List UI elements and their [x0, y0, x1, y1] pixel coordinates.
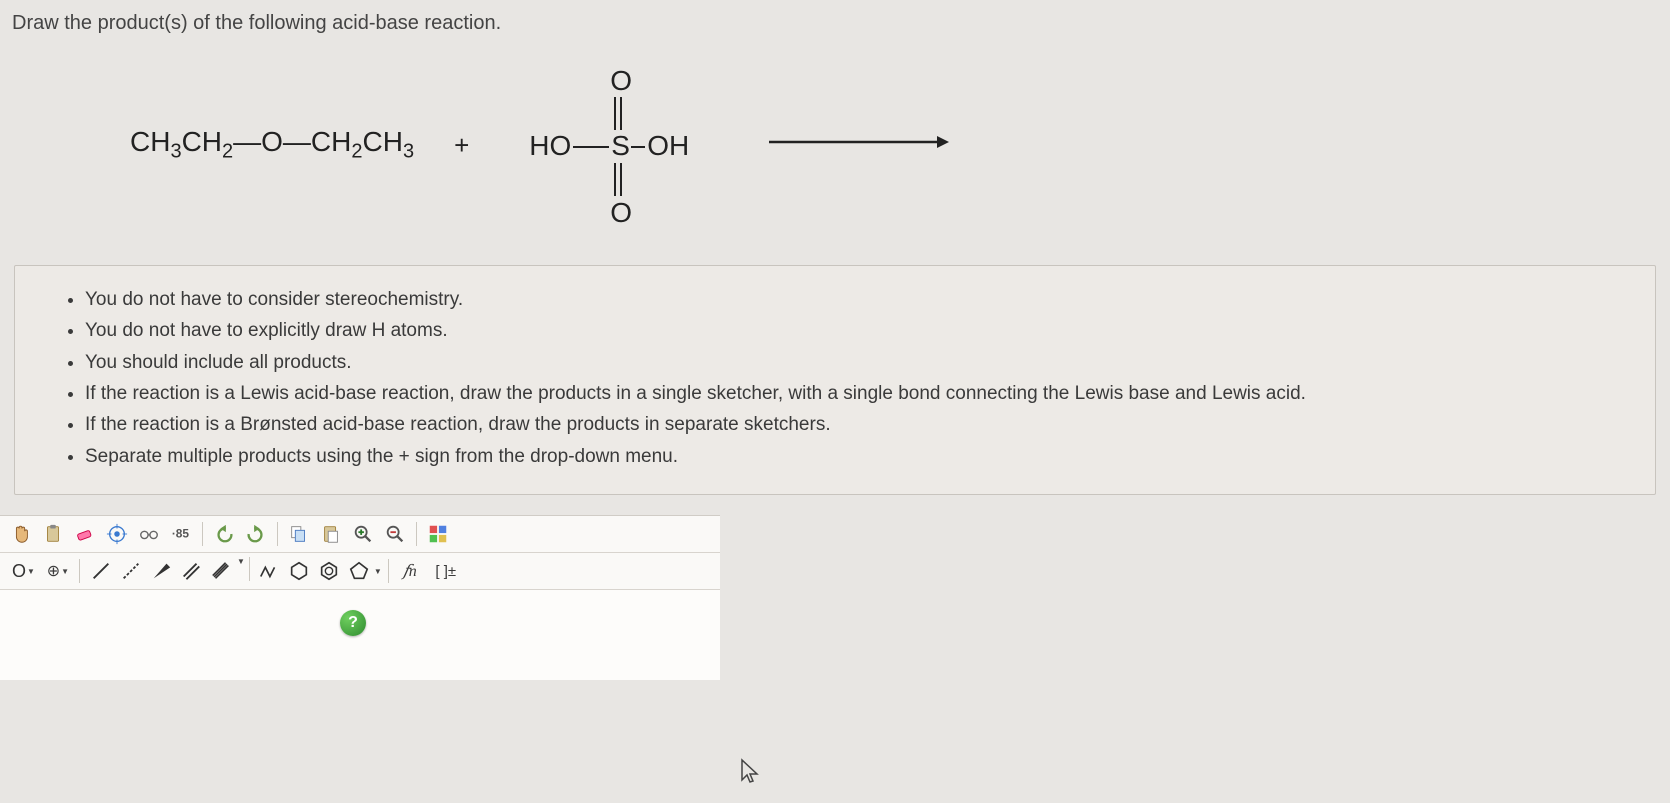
chemical-sketcher: ·85 O▼ ⊕▼ ▼ ▼ 𝑓n [ ]± ?: [0, 515, 720, 680]
atom-oh-right: OH: [647, 130, 689, 162]
color-tool[interactable]: [423, 520, 453, 548]
instruction-item: If the reaction is a Brønsted acid-base …: [85, 409, 1633, 440]
undo-tool[interactable]: [209, 520, 239, 548]
clipboard-tool[interactable]: [38, 520, 68, 548]
instruction-item: You do not have to consider stereochemis…: [85, 284, 1633, 315]
mouse-cursor-icon: [740, 758, 760, 790]
reactant-2-sulfuric-acid: O HO S OH O: [509, 65, 709, 225]
reactant-1: CH3CH2—O—CH2CH3: [130, 126, 414, 164]
atom-selector[interactable]: O▼: [6, 561, 41, 582]
paste-tool[interactable]: [316, 520, 346, 548]
reaction-equation: CH3CH2—O—CH2CH3 + O HO S OH O: [0, 35, 1670, 265]
chain-tool[interactable]: [254, 557, 284, 585]
copy-tool[interactable]: [284, 520, 314, 548]
double-bond-tool[interactable]: [176, 557, 206, 585]
svg-text:·85: ·85: [172, 527, 190, 541]
instruction-item: You do not have to explicitly draw H ato…: [85, 315, 1633, 346]
drawing-canvas[interactable]: ?: [0, 590, 720, 680]
question-prompt: Draw the product(s) of the following aci…: [0, 0, 1670, 35]
curve-arrow-tool[interactable]: 𝑓n: [395, 557, 425, 585]
toolbar-row-2: O▼ ⊕▼ ▼ ▼ 𝑓n [ ]±: [0, 553, 720, 590]
bracket-charge-tool[interactable]: [ ]±: [427, 557, 465, 585]
hexagon-tool[interactable]: [284, 557, 314, 585]
help-button[interactable]: ?: [340, 610, 366, 636]
center-tool[interactable]: [102, 520, 132, 548]
reaction-arrow: [769, 129, 949, 161]
clean-tool[interactable]: ·85: [166, 520, 196, 548]
instructions-list: You do not have to consider stereochemis…: [37, 284, 1633, 472]
move-tool[interactable]: [6, 520, 36, 548]
pentagon-tool[interactable]: [344, 557, 374, 585]
single-bond-tool[interactable]: [86, 557, 116, 585]
instruction-item: Separate multiple products using the + s…: [85, 441, 1633, 472]
eraser-tool[interactable]: [70, 520, 100, 548]
wedge-bond-tool[interactable]: [146, 557, 176, 585]
zoom-in-tool[interactable]: [348, 520, 378, 548]
redo-tool[interactable]: [241, 520, 271, 548]
triple-bond-tool[interactable]: [206, 557, 236, 585]
benzene-tool[interactable]: [314, 557, 344, 585]
atom-s-center: S: [611, 130, 630, 162]
plus-sign: +: [454, 130, 469, 161]
instruction-item: You should include all products.: [85, 347, 1633, 378]
dashed-bond-tool[interactable]: [116, 557, 146, 585]
atom-o-bottom: O: [610, 197, 632, 229]
toolbar-row-1: ·85: [0, 516, 720, 553]
zoom-out-tool[interactable]: [380, 520, 410, 548]
settings-tool[interactable]: [134, 520, 164, 548]
atom-o-top: O: [610, 65, 632, 97]
charge-tool[interactable]: ⊕▼: [43, 557, 73, 585]
instructions-panel: You do not have to consider stereochemis…: [14, 265, 1656, 495]
instruction-item: If the reaction is a Lewis acid-base rea…: [85, 378, 1633, 409]
atom-ho-left: HO: [529, 130, 571, 162]
